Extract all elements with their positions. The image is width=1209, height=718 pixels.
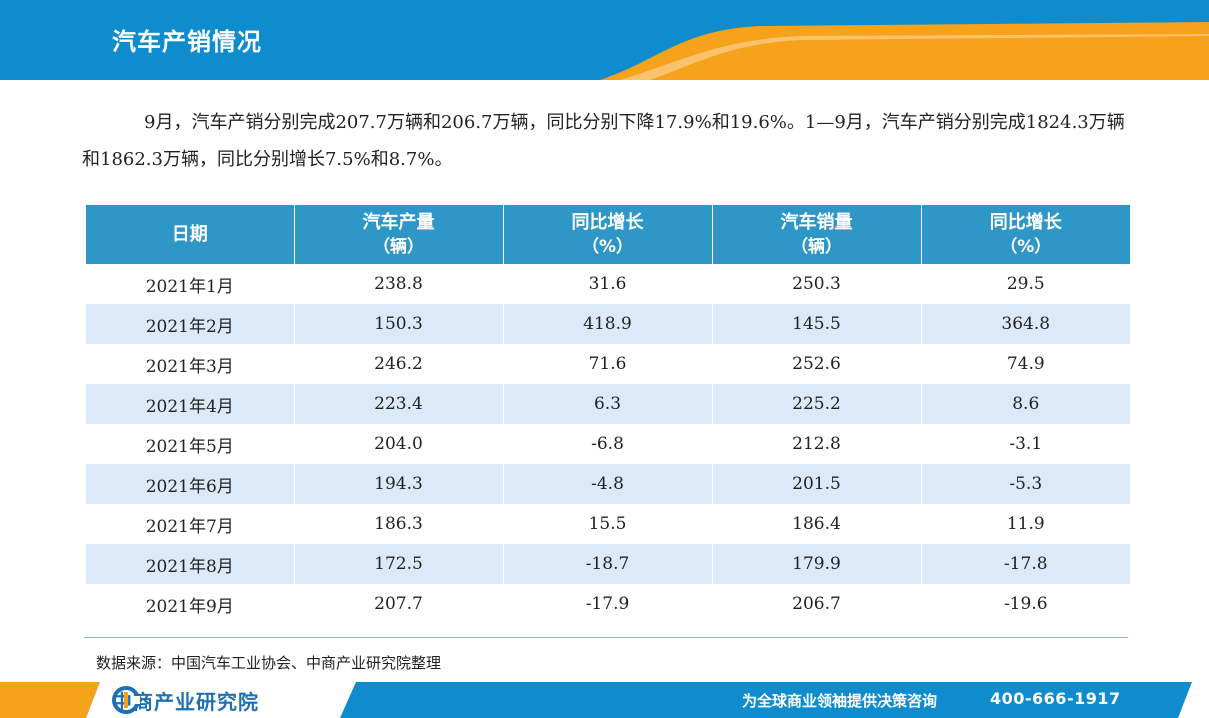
header-production-label: 汽车产量 [362,211,435,233]
cell-production-growth: 31.6 [503,264,713,304]
cell-sales: 201.5 [712,464,922,504]
cell-sales: 225.2 [712,384,922,424]
header-banner: 汽车产销情况 [0,0,1209,80]
cell-production: 186.3 [294,504,504,544]
table-row: 2021年5月 204.0 -6.8 212.8 -3.1 [86,424,1130,464]
cell-production-growth: 71.6 [503,344,713,384]
cell-date: 2021年7月 [86,504,295,544]
header-date-label: 日期 [171,223,208,245]
header-sales: 汽车销量 （辆） [712,205,922,264]
cell-sales-growth: -5.3 [921,464,1130,504]
cell-sales: 252.6 [712,344,922,384]
cell-production-growth: -6.8 [503,424,713,464]
production-sales-table: 日期 汽车产量 （辆） 同比增长 （%） 汽车销量 （辆） 同比增长 （%） 2… [86,205,1130,624]
cell-production-growth: -18.7 [503,544,713,584]
header-production-growth-label: 同比增长 [571,211,644,233]
cell-date: 2021年6月 [86,464,295,504]
cell-production: 150.3 [294,304,504,344]
footer-banner: 中商产业研究院 为全球商业领袖提供决策咨询 400-666-1917 [0,682,1209,718]
table-row: 2021年3月 246.2 71.6 252.6 74.9 [86,344,1130,384]
header-sales-unit: （辆） [791,236,842,257]
cell-production: 223.4 [294,384,504,424]
cell-production-growth: -17.9 [503,584,713,624]
header-production-unit: （辆） [373,236,424,257]
cell-date: 2021年9月 [86,584,295,624]
header-sales-growth: 同比增长 （%） [921,205,1130,264]
intro-paragraph: 9月，汽车产销分别完成207.7万辆和206.7万辆，同比分别下降17.9%和1… [82,112,1125,170]
table-row: 2021年8月 172.5 -18.7 179.9 -17.8 [86,544,1130,584]
header-sales-growth-unit: （%） [1000,236,1052,257]
cell-date: 2021年8月 [86,544,295,584]
header-sales-label: 汽车销量 [780,211,853,233]
cell-date: 2021年3月 [86,344,295,384]
footer-phone: 400-666-1917 [990,689,1121,708]
cell-date: 2021年2月 [86,304,295,344]
cell-date: 2021年5月 [86,424,295,464]
cell-sales-growth: -17.8 [921,544,1130,584]
cell-production: 204.0 [294,424,504,464]
footer-background [0,682,1209,718]
cell-production-growth: 418.9 [503,304,713,344]
table-header-row: 日期 汽车产量 （辆） 同比增长 （%） 汽车销量 （辆） 同比增长 （%） [86,205,1130,264]
cell-sales-growth: 74.9 [921,344,1130,384]
source-divider [84,637,1128,638]
header-date: 日期 [86,205,295,264]
cell-sales: 145.5 [712,304,922,344]
cell-production-growth: -4.8 [503,464,713,504]
cell-production: 194.3 [294,464,504,504]
brand-logo: 中商产业研究院 [112,686,259,714]
cell-sales: 212.8 [712,424,922,464]
header-production: 汽车产量 （辆） [294,205,504,264]
cell-production: 246.2 [294,344,504,384]
cell-sales-growth: 8.6 [921,384,1130,424]
table-row: 2021年4月 223.4 6.3 225.2 8.6 [86,384,1130,424]
cell-sales-growth: 11.9 [921,504,1130,544]
cell-production-growth: 6.3 [503,384,713,424]
cell-production: 172.5 [294,544,504,584]
table-row: 2021年6月 194.3 -4.8 201.5 -5.3 [86,464,1130,504]
cell-production: 238.8 [294,264,504,304]
table-row: 2021年7月 186.3 15.5 186.4 11.9 [86,504,1130,544]
cell-sales-growth: 364.8 [921,304,1130,344]
cell-sales-growth: 29.5 [921,264,1130,304]
header-sales-growth-label: 同比增长 [989,211,1062,233]
brand-logo-icon [112,686,140,714]
cell-sales-growth: -3.1 [921,424,1130,464]
footer-slogan: 为全球商业领袖提供决策咨询 [742,692,938,710]
header-background [0,0,1209,80]
cell-production: 207.7 [294,584,504,624]
cell-sales-growth: -19.6 [921,584,1130,624]
cell-date: 2021年4月 [86,384,295,424]
cell-sales: 179.9 [712,544,922,584]
table-row: 2021年9月 207.7 -17.9 206.7 -19.6 [86,584,1130,624]
cell-sales: 206.7 [712,584,922,624]
cell-sales: 186.4 [712,504,922,544]
header-production-growth: 同比增长 （%） [503,205,713,264]
cell-production-growth: 15.5 [503,504,713,544]
cell-date: 2021年1月 [86,264,295,304]
page-title: 汽车产销情况 [112,28,262,56]
cell-sales: 250.3 [712,264,922,304]
data-source-note: 数据来源：中国汽车工业协会、中商产业研究院整理 [96,654,442,672]
header-production-growth-unit: （%） [581,236,634,257]
table-row: 2021年1月 238.8 31.6 250.3 29.5 [86,264,1130,304]
table-row: 2021年2月 150.3 418.9 145.5 364.8 [86,304,1130,344]
